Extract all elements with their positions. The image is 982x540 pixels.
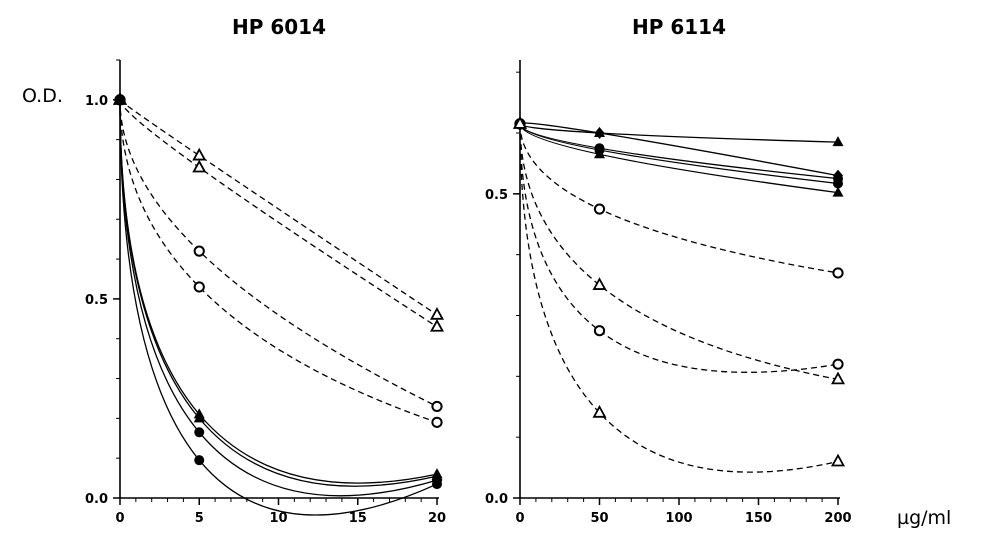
y-tick-label: 0.0 [485,492,508,507]
y-tick-label: 0.0 [85,492,108,507]
x-tick-label: 15 [349,511,367,526]
x-tick-label: 0 [115,511,124,526]
data-point-open-circle [193,245,205,257]
y-tick-label: 1.0 [85,94,108,109]
y-tick-label: 0.5 [85,293,108,308]
data-point-open-triangle [592,277,607,290]
series-line-4 [519,123,839,185]
series-line-3 [519,123,839,180]
data-point-filled-diamond [594,127,605,139]
chart-title: HP 6014 [232,15,326,39]
data-point-filled-circle [194,455,205,466]
data-point-open-triangle [512,116,528,129]
x-tick-label: 100 [665,511,692,526]
data-point-filled-triangle [594,148,605,159]
data-point-filled-circle [432,479,442,490]
chart-panel-hp6014: HP 6014 0 5 10 15 20 0.0 0.5 1.0 [85,15,446,526]
x-tick-label: 50 [590,511,608,526]
data-point-open-circle [593,325,606,337]
chart-title: HP 6114 [632,15,726,39]
x-tick-label: 5 [195,511,204,526]
series-line-4 [119,99,438,423]
data-point-open-triangle [830,371,846,385]
y-tick-label: 0.5 [485,188,508,203]
series-line-5 [519,123,839,194]
data-point-open-circle [193,281,205,293]
data-point-open-triangle [592,404,607,418]
series-line-6 [119,99,438,487]
series-line-8 [119,99,438,516]
series-line-1 [519,123,839,143]
data-point-filled-circle [833,178,843,189]
y-axis-label: O.D. [22,85,63,107]
series-line-5 [119,99,438,484]
data-point-open-triangle [429,306,445,320]
series-line-1 [119,99,438,316]
data-point-open-triangle [830,453,846,467]
data-point-filled-circle [115,94,125,105]
data-point-open-triangle [429,318,445,332]
x-unit-label: µg/ml [897,507,951,529]
data-point-open-circle [431,416,443,428]
data-point-filled-triangle [193,412,205,423]
series-line-7 [519,123,839,381]
data-point-open-triangle [192,159,207,173]
series-line-8 [519,123,839,373]
series-line-9 [519,123,839,473]
series-line-3 [119,99,438,408]
data-point-open-triangle [192,147,207,161]
data-point-filled-triangle [832,136,844,147]
x-tick-label: 20 [428,511,446,526]
x-tick-label: 0 [515,511,524,526]
x-tick-label: 200 [824,511,851,526]
chart-panel-hp6114: HP 6114 0 50 100 150 200 0.0 0.5 [485,15,852,526]
series-line-2 [119,99,438,328]
x-tick-label: 10 [269,511,287,526]
data-point-open-circle [832,358,844,370]
series-line-7 [119,99,438,497]
data-point-open-circle [431,400,443,413]
data-point-open-circle [593,203,606,215]
data-point-filled-triangle [832,186,844,197]
data-point-open-circle [832,267,844,279]
data-point-filled-circle [194,427,205,438]
x-tick-label: 150 [745,511,772,526]
